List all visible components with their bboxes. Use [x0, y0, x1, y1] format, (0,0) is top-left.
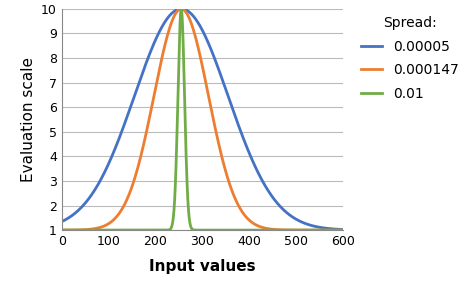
- 0.00005: [340, 228, 346, 231]
- Line: 0.00005: 0.00005: [62, 9, 343, 230]
- 0.00005: [167, 14, 172, 17]
- 0.000147: [304, 228, 310, 232]
- 0.00005: [91, 189, 97, 193]
- 0.000147: [179, 7, 185, 11]
- 0.000147: [335, 228, 340, 232]
- 0.01: [108, 228, 113, 232]
- 0.01: [178, 7, 184, 11]
- 0.01: [335, 228, 340, 232]
- 0.01: [304, 228, 310, 232]
- 0.00005: [179, 7, 185, 11]
- 0.01: [179, 11, 185, 14]
- 0.01: [340, 228, 346, 232]
- 0.000147: [178, 7, 184, 11]
- 0.00005: [304, 222, 310, 226]
- 0.00005: [178, 7, 184, 11]
- 0.01: [59, 228, 65, 232]
- X-axis label: Input values: Input values: [149, 259, 256, 274]
- 0.00005: [59, 220, 65, 223]
- 0.000147: [91, 227, 97, 231]
- 0.00005: [108, 158, 113, 161]
- 0.000147: [340, 228, 346, 232]
- 0.000147: [167, 26, 172, 30]
- 0.000147: [108, 221, 113, 224]
- 0.000147: [59, 228, 65, 232]
- Y-axis label: Evaluation scale: Evaluation scale: [20, 57, 36, 182]
- Legend: 0.00005, 0.000147, 0.01: 0.00005, 0.000147, 0.01: [361, 16, 458, 101]
- Line: 0.01: 0.01: [62, 9, 343, 230]
- 0.01: [91, 228, 97, 232]
- 0.01: [167, 228, 172, 231]
- Line: 0.000147: 0.000147: [62, 9, 343, 230]
- 0.00005: [335, 227, 340, 231]
